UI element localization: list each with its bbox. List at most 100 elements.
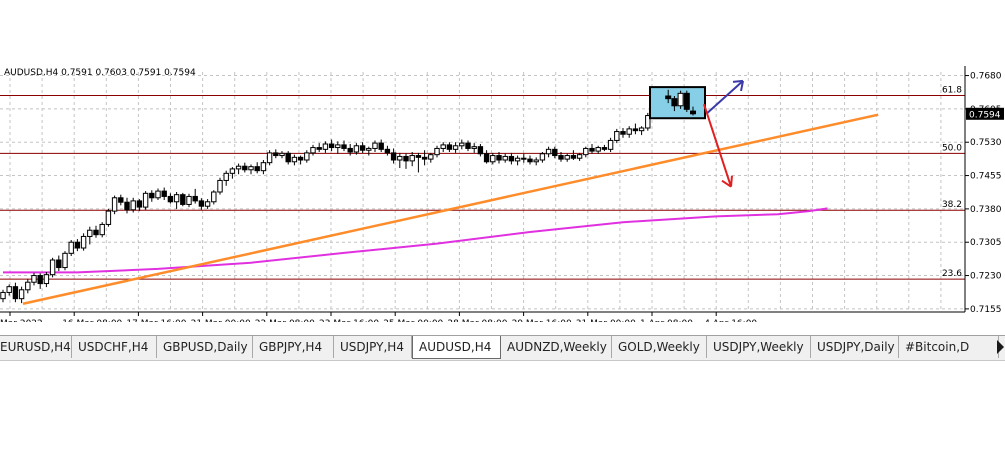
candle-body (266, 152, 273, 164)
candle-body (428, 154, 434, 160)
candle-body (260, 162, 267, 172)
candle-body (204, 201, 211, 207)
up-arrow-icon (706, 79, 744, 114)
candle-body (558, 155, 564, 160)
x-tick-label: 4 Apr 16:00 (704, 319, 757, 322)
fibonacci-levels: 61.8 50.0 38.2 23.6 (0, 86, 965, 280)
candle-body (235, 165, 242, 170)
candles (0, 89, 688, 304)
candle-body (626, 128, 632, 135)
candle-body (459, 142, 465, 147)
down-arrow-icon (703, 103, 733, 188)
tab-scroll-right-icon[interactable] (995, 338, 1005, 356)
fib-label: 23.6 (942, 269, 962, 279)
candle-body (130, 200, 136, 211)
x-tick-label: 23 Mar 16:00 (319, 319, 379, 322)
axes: 0.76800.76050.75300.74550.73800.73050.72… (0, 66, 1004, 322)
candle-body (93, 229, 99, 236)
candle-body (37, 275, 43, 285)
candle-body (533, 159, 539, 163)
candle-body (514, 157, 521, 162)
x-tick-label: 25 Mar 00:00 (383, 319, 443, 322)
y-tick-label: 0.7680 (970, 72, 1002, 82)
x-tick-label: Mar 2022 (0, 319, 43, 322)
candle-body (43, 274, 50, 285)
candle-body (56, 259, 62, 269)
tab-usdjpy-weekly[interactable]: USDJPY,Weekly (707, 336, 811, 358)
candle-body (6, 286, 12, 293)
candle-body (645, 115, 651, 129)
candle-body (155, 190, 161, 199)
candle-body (248, 166, 254, 171)
x-tick-label: 31 Mar 00:00 (576, 319, 636, 322)
candle-body (552, 148, 558, 157)
tab-usdjpy-h4[interactable]: USDJPY,H4 (334, 336, 412, 358)
candle-body (211, 191, 217, 203)
candle-body (68, 241, 74, 254)
candle-body (397, 155, 403, 161)
tab-usdjpy-daily[interactable]: USDJPY,Daily (811, 336, 899, 358)
candle-body (415, 155, 422, 158)
candle-body (665, 95, 672, 100)
candle-body (118, 197, 124, 203)
y-tick-label: 0.7305 (970, 238, 1002, 248)
candle-body (638, 127, 645, 132)
candle-body (242, 165, 248, 171)
candle-body (273, 152, 279, 157)
chart-area[interactable]: 61.850.038.223.6 0.76800.76050.75300.745… (0, 62, 1005, 322)
tab-gbpjpy-h4[interactable]: GBPJPY,H4 (253, 336, 334, 358)
current-price-label: 0.7594 (969, 110, 1001, 120)
x-tick-label: 28 Mar 08:00 (447, 319, 507, 322)
candle-body (690, 110, 696, 115)
x-tick-label: 1 Apr 08:00 (640, 319, 693, 322)
tab-bitcoin-d[interactable]: #Bitcoin,D (899, 336, 999, 358)
candle-body (180, 194, 186, 205)
candle-body (322, 143, 329, 150)
candle-body (521, 157, 527, 160)
tab-usdchf-h4[interactable]: USDCHF,H4 (72, 336, 157, 358)
candle-body (496, 155, 502, 161)
fib-label: 50.0 (942, 143, 962, 153)
candle-body (80, 235, 87, 249)
candle-body (99, 223, 105, 236)
tab-eurusd-h4[interactable]: EURUSD,H4 (0, 336, 72, 358)
candle-body (353, 145, 360, 153)
candle-body (62, 252, 68, 269)
grid (0, 72, 965, 312)
x-tick-label: 21 Mar 00:00 (191, 319, 251, 322)
candle-body (576, 154, 583, 159)
x-tick-label: 22 Mar 08:00 (255, 319, 315, 322)
fib-label: 38.2 (942, 200, 962, 210)
tab-audusd-h4[interactable]: AUDUSD,H4 (412, 336, 501, 359)
tab-gold-weekly[interactable]: GOLD,Weekly (612, 336, 707, 358)
chart-tab-bar: EURUSD,H4 USDCHF,H4 GBPUSD,Daily GBPJPY,H4 U… (0, 335, 1005, 361)
tab-audnzd-weekly[interactable]: AUDNZD,Weekly (501, 336, 612, 358)
moving-average (3, 207, 828, 274)
candle-body (167, 195, 174, 203)
candle-body (452, 145, 459, 150)
candle-body (217, 179, 223, 193)
candle-body (372, 142, 378, 149)
candle-body (328, 143, 335, 149)
candle-body (74, 241, 81, 249)
candle-body (31, 275, 37, 283)
candle-body (124, 201, 130, 211)
candle-body (229, 168, 236, 174)
price-chart[interactable]: 61.850.038.223.6 0.76800.76050.75300.745… (0, 62, 1005, 322)
candle-body (105, 210, 112, 225)
candle-body (607, 139, 614, 150)
candle-body (483, 153, 490, 163)
candle-body (595, 147, 601, 152)
candle-body (316, 147, 322, 150)
candle-body (366, 147, 372, 151)
candle-body (477, 146, 484, 155)
current-price-label-bg (966, 107, 1004, 120)
candle-body (403, 155, 409, 162)
candle-body (25, 281, 31, 291)
candle-body (471, 146, 477, 149)
down-arrow-shaft (703, 103, 732, 187)
tab-gbpusd-daily[interactable]: GBPUSD,Daily (157, 336, 253, 358)
candle-body (310, 147, 316, 154)
candle-body (111, 197, 118, 212)
candle-body (12, 286, 19, 300)
